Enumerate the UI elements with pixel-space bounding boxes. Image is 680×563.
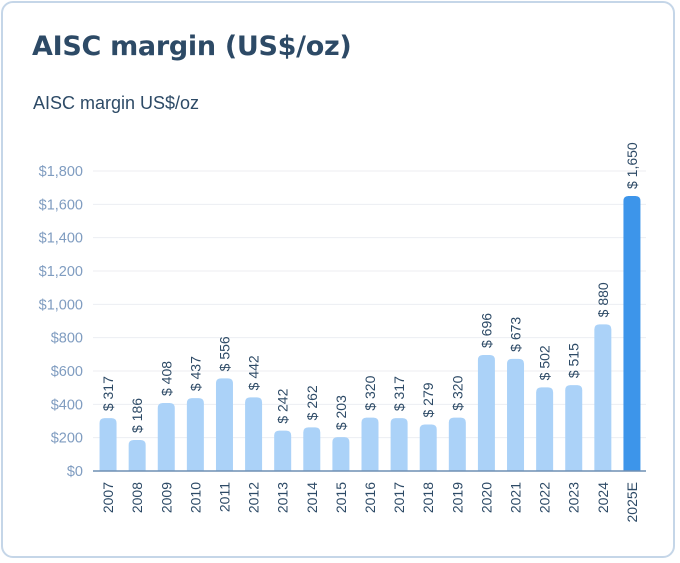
data-label: $ 320 xyxy=(362,375,378,410)
x-tick-label: 2016 xyxy=(362,482,378,513)
y-tick-label: $1,800 xyxy=(39,164,83,180)
bar-2013 xyxy=(274,430,292,471)
data-label: $ 880 xyxy=(595,282,611,317)
data-label: $ 320 xyxy=(449,375,465,410)
x-tick-label: 2020 xyxy=(478,482,494,513)
x-tick-label: 2010 xyxy=(187,482,203,513)
y-tick-label: $800 xyxy=(51,331,83,347)
x-tick-label: 2017 xyxy=(391,482,407,513)
data-labels: $ 317 $ 186 $ 408 $ 437 $ 556 $ 442 $ 242 $ 262… xyxy=(100,142,640,433)
bar-2020 xyxy=(477,355,495,471)
x-tick-label: 2021 xyxy=(508,482,524,513)
y-tick-label: $0 xyxy=(67,464,83,480)
bar-2017 xyxy=(390,418,408,471)
y-tick-label: $1,400 xyxy=(39,231,83,247)
y-tick-label: $600 xyxy=(51,364,83,380)
gridlines xyxy=(93,170,646,439)
bar-2025E xyxy=(623,196,641,471)
y-tick-label: $1,200 xyxy=(39,264,83,280)
chart-title: AISC margin US$/oz xyxy=(33,93,200,113)
bar-2023 xyxy=(565,385,583,471)
data-label: $ 442 xyxy=(246,355,262,390)
data-label: $ 203 xyxy=(333,395,349,430)
x-tick-label: 2024 xyxy=(595,482,611,513)
data-label: $ 696 xyxy=(478,313,494,348)
bar-2011 xyxy=(215,378,233,471)
y-tick-label: $400 xyxy=(51,397,83,413)
y-tick-label: $200 xyxy=(51,431,83,447)
bars xyxy=(99,196,641,471)
data-label: $ 279 xyxy=(420,382,436,417)
data-label: $ 515 xyxy=(566,343,582,378)
data-label: $ 242 xyxy=(275,388,291,423)
x-tick-label: 2008 xyxy=(129,482,145,513)
y-tick-label: $1,600 xyxy=(39,197,83,213)
x-tick-label: 2013 xyxy=(275,482,291,513)
bar-2021 xyxy=(507,358,525,471)
card-title: AISC margin (US$/oz) xyxy=(32,31,352,62)
x-tick-label: 2023 xyxy=(566,482,582,513)
x-tick-label: 2009 xyxy=(158,482,174,513)
data-label: $ 556 xyxy=(216,336,232,371)
x-tick-label: 2014 xyxy=(304,482,320,513)
x-tick-label: 2011 xyxy=(216,482,232,512)
x-tick-label: 2012 xyxy=(246,482,262,513)
bar-2018 xyxy=(419,424,437,471)
data-label: $ 673 xyxy=(508,317,524,352)
data-label: $ 1,650 xyxy=(624,142,640,189)
bar-2019 xyxy=(448,417,466,471)
x-tick-label: 2019 xyxy=(449,482,465,513)
x-tick-label: 2007 xyxy=(100,482,116,513)
bar-2012 xyxy=(245,397,263,471)
x-axis: 2007 2008 2009 2010 2011 2012 2013 2014 2015 2016… xyxy=(93,470,646,522)
bar-2024 xyxy=(594,324,612,471)
data-label: $ 317 xyxy=(100,376,116,411)
x-tick-label: 2018 xyxy=(420,482,436,513)
bar-2008 xyxy=(128,440,146,471)
bar-2014 xyxy=(303,427,321,471)
x-tick-label: 2022 xyxy=(537,482,553,513)
data-label: $ 317 xyxy=(391,376,407,411)
x-tick-label: 2015 xyxy=(333,482,349,513)
bar-2016 xyxy=(361,417,379,471)
data-label: $ 262 xyxy=(304,385,320,420)
x-tick-label: 2025E xyxy=(624,482,640,522)
data-label: $ 437 xyxy=(187,356,203,391)
bar-2007 xyxy=(99,418,117,471)
bar-2010 xyxy=(186,398,204,471)
y-tick-label: $1,000 xyxy=(39,297,83,313)
data-label: $ 408 xyxy=(158,361,174,396)
data-label: $ 186 xyxy=(129,398,145,433)
bar-2015 xyxy=(332,437,350,471)
y-axis: $0 $200 $400 $600 $800 $1,000 $1,200 $1,400 $1,6… xyxy=(39,164,83,480)
data-label: $ 502 xyxy=(537,345,553,380)
bar-2022 xyxy=(536,387,554,471)
bar-2009 xyxy=(157,403,175,471)
